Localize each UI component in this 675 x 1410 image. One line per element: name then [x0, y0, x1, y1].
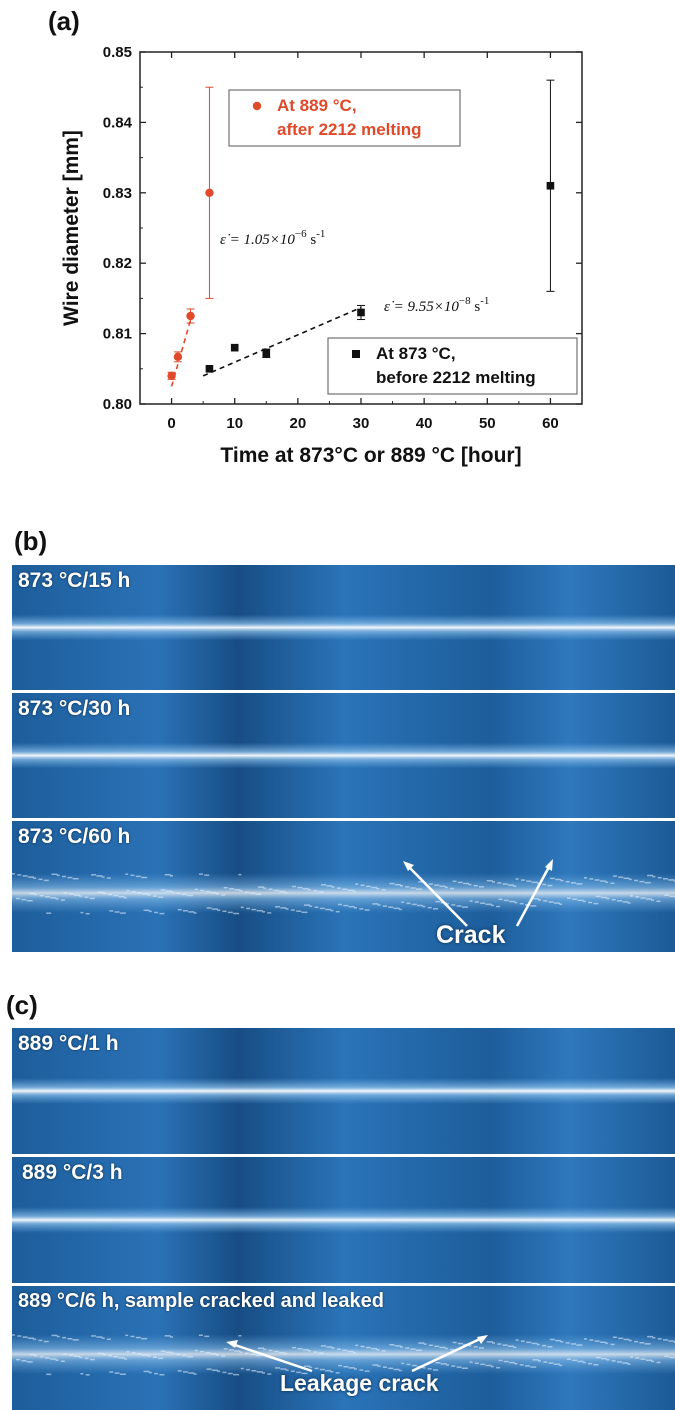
diameter-chart: 0 10 20 30 40 50 60 0.80 0.81 0.82 0.83 0.84 0.85 Tim…: [60, 44, 583, 467]
leakage-arrows: [226, 1335, 488, 1373]
data-point: [230, 343, 239, 352]
photo-label: 873 °C/15 h: [18, 569, 131, 592]
y-tick-label: 0.82: [103, 255, 132, 272]
wire-body: [12, 742, 675, 769]
wire-image: [12, 565, 675, 690]
data-point: [262, 349, 271, 358]
legend-line: At 873 °C,: [376, 344, 456, 363]
photo-b-1: 873 °C/15 h: [12, 565, 675, 690]
photo-b-3: Crack 873 °C/60 h: [12, 821, 675, 952]
x-tick-label: 10: [226, 415, 243, 432]
x-tick-label: 0: [167, 415, 175, 432]
photo-label: 889 °C/1 h: [18, 1032, 119, 1055]
wire-image: [12, 693, 675, 818]
photo-label: 889 °C/3 h: [22, 1161, 123, 1184]
crack-arrows: [403, 859, 553, 927]
x-tick-label: 40: [416, 415, 433, 432]
fit-line: [170, 308, 195, 387]
photo-label: 873 °C/30 h: [18, 697, 131, 720]
wire-body: [12, 1334, 675, 1375]
panel-b-label: (b): [14, 526, 48, 556]
wire-image: [12, 1028, 675, 1154]
panel-a-label: (a): [48, 6, 80, 36]
wire-body: [12, 1207, 675, 1233]
y-tick-label: 0.85: [103, 44, 132, 61]
data-point: [205, 365, 214, 373]
y-tick-label: 0.81: [103, 326, 132, 343]
x-tick-label: 30: [353, 415, 370, 432]
wire-body: [12, 614, 675, 641]
legend-marker: [252, 101, 262, 111]
data-point: [173, 352, 183, 362]
leakage-annotation: Leakage crack: [280, 1370, 439, 1396]
photo-label: 889 °C/6 h, sample cracked and leaked: [18, 1290, 384, 1312]
data-point: [546, 181, 555, 190]
data-point: [167, 371, 176, 381]
photo-b-2: 873 °C/30 h: [12, 693, 675, 818]
x-tick-label: 20: [290, 415, 307, 432]
rate-label-889: ε̇ = 1.05×10−6 s-1: [220, 228, 325, 248]
x-tick-label: 50: [479, 415, 496, 432]
legend-box: [327, 337, 578, 395]
photo-c-2: 889 °C/3 h: [12, 1157, 675, 1283]
y-tick-label: 0.84: [103, 114, 133, 131]
legend-box: [228, 89, 461, 147]
crack-annotation: Crack: [436, 921, 506, 949]
y-tick-label: 0.83: [103, 185, 132, 202]
photo-label: 873 °C/60 h: [18, 825, 131, 848]
x-axis-label: Time at 873°C or 889 °C [hour]: [220, 444, 521, 467]
wire-body: [12, 1078, 675, 1104]
legend-line: before 2212 melting: [376, 368, 536, 387]
y-tick-label: 0.80: [103, 396, 132, 413]
legend-line: At 889 °C,: [277, 96, 357, 115]
wire-body: [12, 873, 675, 914]
panel-c-label: (c): [6, 990, 38, 1020]
data-point: [205, 188, 214, 197]
data-point: [357, 308, 365, 317]
y-axis-label: Wire diameter [mm]: [60, 130, 83, 326]
legend-873: At 873 °C, before 2212 melting: [327, 337, 578, 395]
legend-marker: [352, 350, 360, 358]
photo-c-3: Leakage crack 889 °C/6 h, sample cracked…: [12, 1286, 675, 1410]
rate-label-873: ε̇ = 9.55×10−8 s-1: [384, 295, 489, 315]
fit-line: [202, 306, 362, 377]
legend-line: after 2212 melting: [277, 120, 422, 139]
legend-889: At 889 °C, after 2212 melting: [228, 89, 461, 147]
wire-image-leaked: [12, 1286, 675, 1410]
data-point: [186, 311, 195, 321]
photo-c-1: 889 °C/1 h: [12, 1028, 675, 1154]
wire-image: [12, 1157, 675, 1283]
x-tick-label: 60: [542, 415, 559, 432]
wire-image-cracked: [12, 821, 675, 952]
